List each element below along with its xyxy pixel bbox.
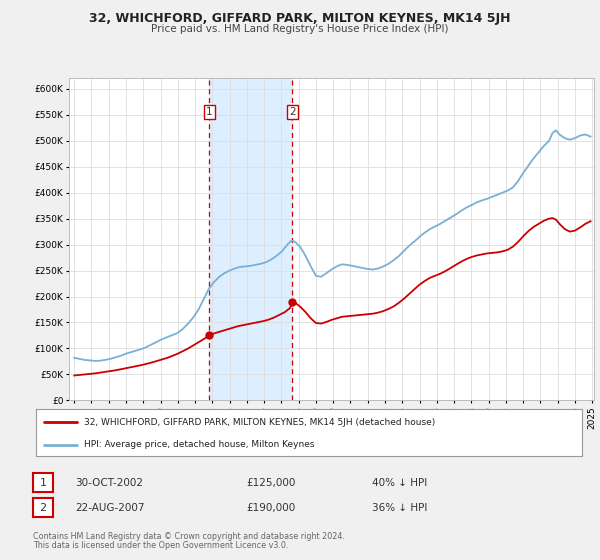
Text: £125,000: £125,000 (246, 478, 295, 488)
Text: 32, WHICHFORD, GIFFARD PARK, MILTON KEYNES, MK14 5JH (detached house): 32, WHICHFORD, GIFFARD PARK, MILTON KEYN… (84, 418, 435, 427)
Text: Price paid vs. HM Land Registry's House Price Index (HPI): Price paid vs. HM Land Registry's House … (151, 24, 449, 34)
Text: 32, WHICHFORD, GIFFARD PARK, MILTON KEYNES, MK14 5JH: 32, WHICHFORD, GIFFARD PARK, MILTON KEYN… (89, 12, 511, 25)
Text: This data is licensed under the Open Government Licence v3.0.: This data is licensed under the Open Gov… (33, 541, 289, 550)
Text: 2: 2 (40, 503, 46, 513)
Text: £190,000: £190,000 (246, 503, 295, 513)
Text: 30-OCT-2002: 30-OCT-2002 (75, 478, 143, 488)
Text: Contains HM Land Registry data © Crown copyright and database right 2024.: Contains HM Land Registry data © Crown c… (33, 532, 345, 541)
Text: 36% ↓ HPI: 36% ↓ HPI (372, 503, 427, 513)
Text: 22-AUG-2007: 22-AUG-2007 (75, 503, 145, 513)
Text: 2: 2 (289, 107, 296, 117)
Text: 1: 1 (206, 107, 213, 117)
Text: HPI: Average price, detached house, Milton Keynes: HPI: Average price, detached house, Milt… (84, 440, 314, 449)
Text: 40% ↓ HPI: 40% ↓ HPI (372, 478, 427, 488)
Bar (209, 78, 292, 400)
Text: 1: 1 (40, 478, 46, 488)
